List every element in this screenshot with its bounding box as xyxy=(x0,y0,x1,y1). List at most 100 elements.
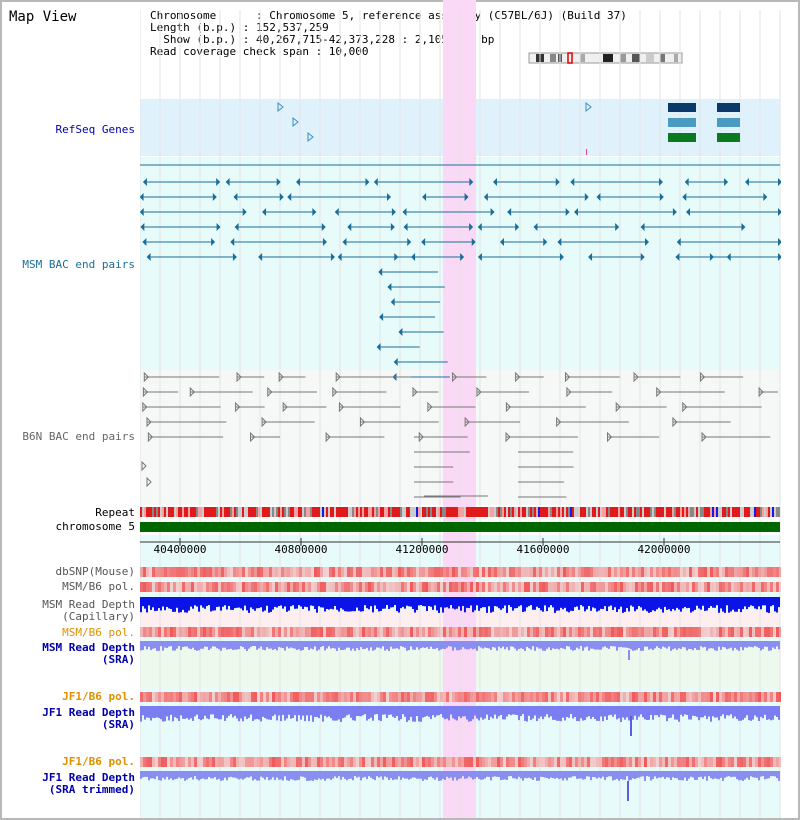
jf1-b6-pol-2-heat xyxy=(542,757,545,767)
jf1-b6-pol-heat xyxy=(473,692,476,702)
jf1-b6-pol-2-heat xyxy=(245,757,248,767)
jf1-trimmed-depth-bar xyxy=(750,771,752,777)
repeat-segment xyxy=(570,507,572,517)
jf1-trimmed-depth-bar xyxy=(406,771,408,779)
jf1-sra-depth-bar xyxy=(700,706,702,718)
repeat-segment xyxy=(510,507,512,517)
repeat-segment xyxy=(628,507,630,517)
jf1-trimmed-depth-bar xyxy=(672,771,674,778)
jf1-b6-pol-heat xyxy=(293,692,296,702)
dbsnp-heat xyxy=(326,567,329,577)
jf1-b6-pol-2-heat xyxy=(578,757,581,767)
jf1-b6-pol-heat xyxy=(524,692,527,702)
msm-sra-depth-bar xyxy=(466,641,468,650)
dbsnp-heat xyxy=(443,567,446,577)
jf1-b6-pol-2-heat xyxy=(713,757,716,767)
msm-b6-pol-heat xyxy=(608,582,611,592)
jf1-sra-depth-bar xyxy=(670,706,672,718)
msm-b6-pol-2-heat xyxy=(386,627,389,637)
msm-bac-end xyxy=(477,223,482,231)
repeat-segment xyxy=(558,507,560,517)
jf1-b6-pol-heat xyxy=(290,692,293,702)
jf1-b6-pol-2-heat xyxy=(566,757,569,767)
jf1-sra-depth-bar xyxy=(536,706,538,722)
dbsnp-heat xyxy=(317,567,320,577)
msm-sra-depth-bar xyxy=(484,641,486,648)
msm-capillary-depth-bar xyxy=(406,597,408,606)
jf1-b6-pol-heat xyxy=(275,692,278,702)
msm-b6-pol-2-heat xyxy=(602,627,605,637)
msm-b6-pol-2-heat xyxy=(317,627,320,637)
msm-capillary-depth-bar xyxy=(650,597,652,613)
jf1-b6-pol-heat xyxy=(272,692,275,702)
msm-sra-depth-bar xyxy=(216,641,218,649)
dbsnp-heat xyxy=(449,567,452,577)
msm-b6-pol-2-heat xyxy=(737,627,740,637)
msm-sra-depth-bar xyxy=(152,641,154,649)
msm-b6-pol-heat xyxy=(752,582,755,592)
msm-b6-pol-heat xyxy=(674,582,677,592)
jf1-sra-depth-bar xyxy=(666,706,668,722)
msm-capillary-depth-bar xyxy=(586,597,588,610)
msm-b6-pol-2-heat xyxy=(719,627,722,637)
repeat-segment xyxy=(410,507,412,517)
jf1-sra-depth-bar xyxy=(412,706,414,722)
b6n-bac-end xyxy=(566,386,572,398)
msm-capillary-depth-bar xyxy=(316,597,318,613)
msm-sra-depth-bar xyxy=(520,641,522,649)
msm-capillary-depth-bar xyxy=(564,597,566,608)
msm-capillary-depth-bar xyxy=(760,597,762,610)
jf1-b6-pol-2-heat xyxy=(329,757,332,767)
msm-sra-depth-bar xyxy=(372,641,374,651)
jf1-sra-depth-bar xyxy=(476,706,478,719)
msm-sra-depth-bar xyxy=(200,641,202,649)
genome-track-panel[interactable]: 40400000 40800000 41200000 41600000 42000000 xyxy=(140,0,781,818)
msm-b6-pol-heat xyxy=(638,582,641,592)
b6n-bac-end xyxy=(633,371,639,383)
msm-capillary-depth-bar xyxy=(296,597,298,609)
dbsnp-heat xyxy=(743,567,746,577)
jf1-sra-depth-bar xyxy=(636,706,638,720)
dbsnp-heat xyxy=(266,567,269,577)
dbsnp-heat xyxy=(284,567,287,577)
jf1-sra-depth-bar xyxy=(778,706,780,720)
dbsnp-heat xyxy=(302,567,305,577)
jf1-b6-pol-heat xyxy=(749,692,752,702)
jf1-b6-pol-2-heat xyxy=(524,757,527,767)
repeat-segment xyxy=(442,507,444,517)
msm-sra-depth-bar xyxy=(156,641,158,651)
track-label-b6n-bac[interactable]: B6N BAC end pairs xyxy=(22,430,135,443)
jf1-b6-pol-2-heat xyxy=(467,757,470,767)
msm-capillary-depth-bar xyxy=(678,597,680,610)
msm-sra-depth-bar xyxy=(756,641,758,647)
jf1-trimmed-depth-bar xyxy=(590,771,592,781)
repeat-segment xyxy=(560,507,562,517)
chromosome-ideogram[interactable] xyxy=(528,52,686,64)
repeat-segment xyxy=(566,507,568,517)
dbsnp-heat xyxy=(245,567,248,577)
msm-sra-depth-bar xyxy=(220,641,222,651)
jf1-b6-pol-heat xyxy=(314,692,317,702)
msm-sra-depth-bar xyxy=(242,641,244,648)
msm-sra-depth-bar xyxy=(194,641,196,651)
msm-b6-pol-2-heat xyxy=(647,627,650,637)
msm-capillary-depth-bar xyxy=(588,597,590,606)
msm-sra-depth-bar xyxy=(578,641,580,649)
msm-sra-depth-bar xyxy=(540,641,542,649)
jf1-trimmed-depth-bar xyxy=(674,771,676,779)
repeat-segment xyxy=(746,507,748,517)
track-label-msm-bac[interactable]: MSM BAC end pairs xyxy=(22,258,135,271)
track-label-refseq[interactable]: RefSeq Genes xyxy=(55,123,135,136)
msm-sra-depth-bar xyxy=(734,641,736,648)
msm-capillary-depth-bar xyxy=(480,597,482,609)
repeat-segment xyxy=(258,507,260,517)
msm-capillary-depth-bar xyxy=(614,597,616,608)
jf1-b6-pol-2-heat xyxy=(707,757,710,767)
jf1-trimmed-depth-bar xyxy=(278,771,280,780)
jf1-sra-depth-bar xyxy=(300,706,302,720)
jf1-trimmed-depth-bar xyxy=(556,771,558,778)
repeat-segment xyxy=(360,507,362,517)
jf1-sra-depth-bar xyxy=(776,706,778,717)
dbsnp-heat xyxy=(695,567,698,577)
msm-bac-end xyxy=(234,223,239,231)
